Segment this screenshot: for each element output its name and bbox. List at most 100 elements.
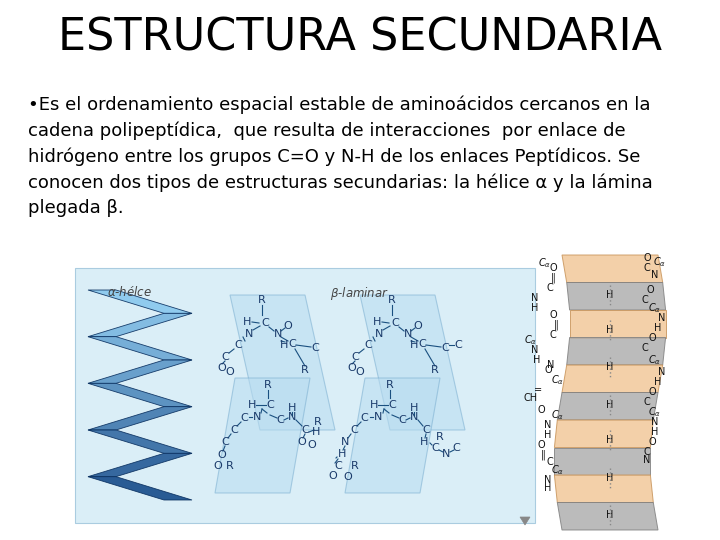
Text: C: C bbox=[642, 343, 649, 353]
Text: hidrógeno entre los grupos C=O y N-H de los enlaces Peptídicos. Se: hidrógeno entre los grupos C=O y N-H de … bbox=[28, 147, 640, 165]
Text: O: O bbox=[648, 437, 656, 447]
Text: $\beta$-laminar: $\beta$-laminar bbox=[330, 285, 390, 302]
Text: H: H bbox=[410, 403, 418, 413]
Text: C: C bbox=[261, 318, 269, 328]
Text: H: H bbox=[534, 355, 541, 365]
Text: H: H bbox=[606, 362, 613, 372]
Text: C: C bbox=[418, 339, 426, 349]
Text: C: C bbox=[230, 425, 238, 435]
Text: ‖: ‖ bbox=[541, 450, 546, 460]
Text: CH: CH bbox=[524, 393, 538, 403]
Text: C: C bbox=[276, 415, 284, 425]
Text: $C_\alpha$: $C_\alpha$ bbox=[654, 255, 667, 269]
Text: O: O bbox=[413, 321, 423, 331]
Text: H: H bbox=[280, 340, 288, 350]
Text: O: O bbox=[537, 405, 545, 415]
Text: C: C bbox=[644, 447, 650, 457]
Text: C: C bbox=[266, 400, 274, 410]
Text: C: C bbox=[234, 340, 242, 350]
Text: N: N bbox=[544, 420, 552, 430]
Text: R: R bbox=[314, 417, 322, 427]
Polygon shape bbox=[557, 393, 658, 420]
Polygon shape bbox=[230, 295, 335, 430]
Polygon shape bbox=[88, 430, 192, 454]
Text: N: N bbox=[658, 367, 666, 377]
Text: O: O bbox=[225, 367, 235, 377]
Text: H: H bbox=[606, 473, 613, 483]
Polygon shape bbox=[88, 360, 192, 383]
Text: N: N bbox=[375, 329, 383, 339]
Text: O: O bbox=[646, 285, 654, 295]
Text: R: R bbox=[264, 380, 272, 390]
Text: N: N bbox=[253, 412, 261, 422]
Text: C: C bbox=[546, 283, 554, 293]
Text: $C_\alpha$: $C_\alpha$ bbox=[552, 373, 564, 387]
Text: O: O bbox=[648, 387, 656, 397]
Text: C: C bbox=[452, 443, 460, 453]
Text: H: H bbox=[606, 400, 613, 410]
Text: H: H bbox=[338, 449, 346, 459]
Text: O: O bbox=[214, 461, 222, 471]
Text: H: H bbox=[606, 325, 613, 335]
Text: N: N bbox=[658, 313, 666, 323]
Polygon shape bbox=[554, 420, 653, 448]
Polygon shape bbox=[88, 290, 192, 313]
Text: C: C bbox=[301, 425, 309, 435]
Text: conocen dos tipos de estructuras secundarias: la hélice α y la lámina: conocen dos tipos de estructuras secunda… bbox=[28, 173, 653, 192]
Text: H: H bbox=[531, 303, 539, 313]
Text: O: O bbox=[343, 472, 352, 482]
Text: C: C bbox=[364, 340, 372, 350]
Text: C: C bbox=[398, 415, 406, 425]
Text: $\alpha$-hélce: $\alpha$-hélce bbox=[107, 285, 153, 299]
Text: H: H bbox=[606, 510, 613, 520]
Text: N: N bbox=[652, 270, 659, 280]
Text: C: C bbox=[391, 318, 399, 328]
Text: C: C bbox=[642, 295, 649, 305]
Text: C: C bbox=[334, 461, 342, 471]
Text: H: H bbox=[410, 340, 418, 350]
Text: N: N bbox=[643, 455, 651, 465]
Text: N: N bbox=[274, 329, 282, 339]
Text: ‖: ‖ bbox=[554, 320, 559, 330]
Text: R: R bbox=[226, 461, 234, 471]
Text: O: O bbox=[307, 440, 316, 450]
Text: ESTRUCTURA SECUNDARIA: ESTRUCTURA SECUNDARIA bbox=[58, 17, 662, 59]
Text: $C_\alpha$: $C_\alpha$ bbox=[552, 408, 564, 422]
Text: =: = bbox=[534, 385, 542, 395]
Polygon shape bbox=[88, 336, 192, 360]
Polygon shape bbox=[88, 477, 192, 500]
Text: O: O bbox=[217, 450, 226, 460]
Polygon shape bbox=[570, 310, 665, 338]
Polygon shape bbox=[88, 454, 192, 477]
Text: H: H bbox=[312, 427, 320, 437]
Text: C: C bbox=[546, 457, 554, 467]
Text: C: C bbox=[360, 413, 368, 423]
Text: N: N bbox=[410, 412, 418, 422]
Text: N: N bbox=[341, 437, 349, 447]
Text: $C_\alpha$: $C_\alpha$ bbox=[524, 333, 538, 347]
Text: R: R bbox=[258, 295, 266, 305]
Text: C: C bbox=[288, 339, 296, 349]
Text: H: H bbox=[248, 400, 256, 410]
Polygon shape bbox=[520, 517, 530, 525]
Polygon shape bbox=[345, 378, 440, 493]
Polygon shape bbox=[567, 282, 665, 310]
Text: R: R bbox=[436, 432, 444, 442]
Text: H: H bbox=[654, 323, 662, 333]
Text: R: R bbox=[386, 380, 394, 390]
Text: ‖: ‖ bbox=[551, 273, 555, 284]
Text: O: O bbox=[549, 263, 557, 273]
Text: O: O bbox=[217, 363, 226, 373]
Text: H: H bbox=[288, 403, 296, 413]
Text: H: H bbox=[420, 437, 428, 447]
Text: H: H bbox=[373, 317, 381, 327]
Text: H: H bbox=[652, 427, 659, 437]
Text: N: N bbox=[547, 360, 554, 370]
Polygon shape bbox=[88, 383, 192, 407]
Text: O: O bbox=[549, 310, 557, 320]
Text: C: C bbox=[311, 343, 319, 353]
Text: H: H bbox=[544, 483, 552, 493]
Text: N: N bbox=[531, 293, 539, 303]
Polygon shape bbox=[88, 313, 192, 336]
Text: O: O bbox=[284, 321, 292, 331]
